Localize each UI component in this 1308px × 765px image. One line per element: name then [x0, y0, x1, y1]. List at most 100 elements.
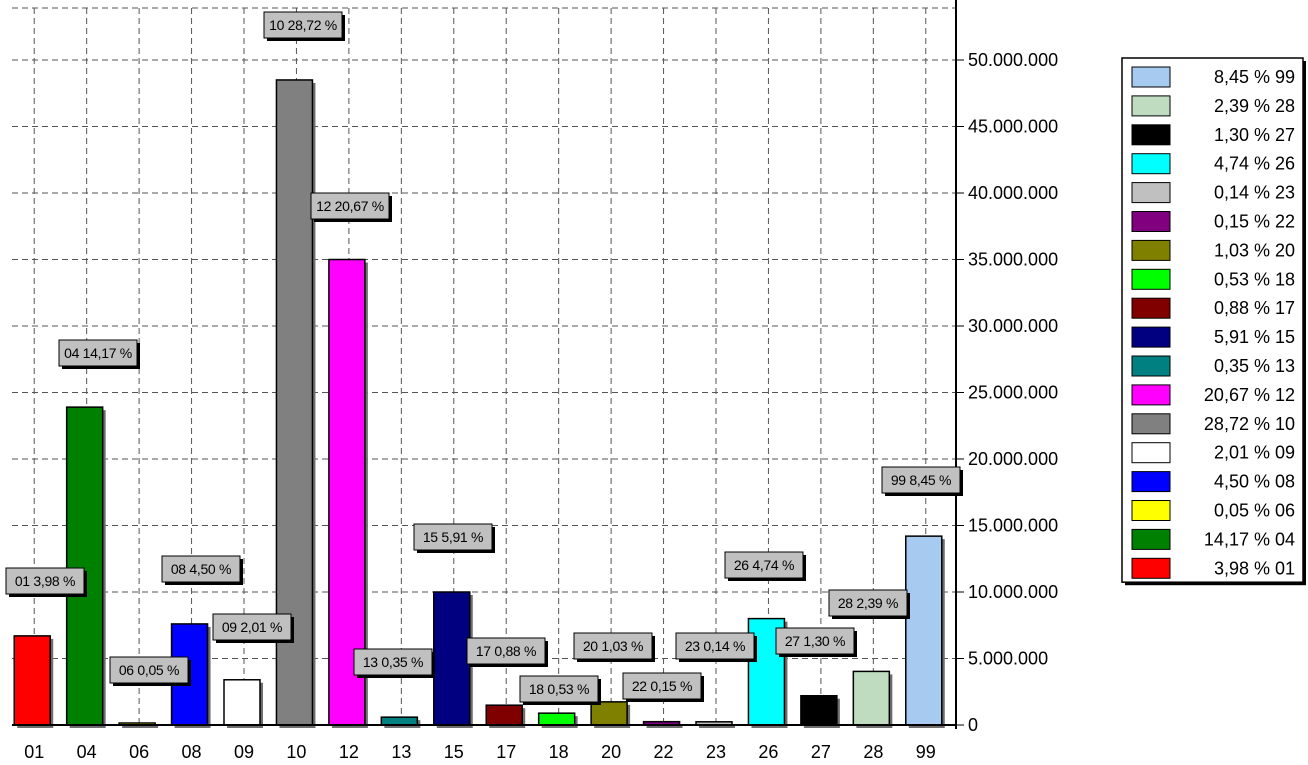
data-label-text: 23 0,14 % [685, 638, 745, 654]
data-label-text: 08 4,50 % [171, 561, 231, 577]
x-tick-label: 10 [286, 742, 306, 762]
bar-18 [537, 712, 576, 726]
legend-item: 2,01 % 09 [1131, 442, 1295, 464]
data-label-text: 99 8,45 % [891, 472, 951, 488]
legend-label: 0,05 % 06 [1214, 501, 1295, 521]
data-label-text: 17 0,88 % [476, 643, 536, 659]
legend-label: 14,17 % 04 [1204, 529, 1295, 549]
legend-swatch [1131, 66, 1171, 88]
data-label-text: 18 0,53 % [529, 681, 589, 697]
legend-swatch [1131, 384, 1171, 406]
data-label-01: 01 3,98 % [5, 567, 87, 597]
data-label-17: 17 0,88 % [466, 637, 548, 667]
legend-label: 28,72 % 10 [1204, 414, 1295, 434]
legend-label: 0,15 % 22 [1214, 212, 1295, 232]
bar-04 [65, 406, 104, 726]
legend-item: 14,17 % 04 [1131, 528, 1295, 550]
legend-item: 28,72 % 10 [1131, 413, 1295, 435]
x-tick-label: 13 [391, 742, 411, 762]
y-tick-label: 25.000.000 [968, 383, 1058, 403]
x-tick-label: 08 [182, 742, 202, 762]
legend-swatch [1131, 500, 1171, 521]
x-tick-label: 15 [444, 742, 464, 762]
data-label-20: 20 1,03 % [573, 632, 655, 662]
legend-item: 0,35 % 13 [1131, 355, 1295, 377]
bar-shadow [646, 724, 683, 728]
legend-swatch [1131, 326, 1171, 348]
data-label-12: 12 20,67 % [310, 192, 392, 222]
bar-13 [380, 716, 419, 726]
data-label-06: 06 0,05 % [109, 656, 191, 686]
legend-item: 20,67 % 12 [1131, 384, 1295, 406]
legend-item: 5,91 % 15 [1131, 326, 1295, 348]
data-label-text: 26 4,74 % [734, 557, 794, 573]
legend-swatch [1131, 355, 1171, 377]
bar-01 [13, 635, 51, 726]
bar-20 [590, 701, 628, 726]
legend-swatch [1131, 471, 1171, 493]
legend-label: 2,01 % 09 [1214, 443, 1295, 463]
legend-item: 0,14 % 23 [1131, 182, 1295, 204]
legend-item: 1,30 % 27 [1131, 124, 1295, 146]
y-tick-label: 45.000.000 [968, 117, 1058, 137]
legend-label: 20,67 % 12 [1204, 385, 1295, 405]
y-tick-label: 50.000.000 [968, 50, 1058, 70]
x-tick-label: 26 [758, 742, 778, 762]
data-label-27: 27 1,30 % [775, 627, 857, 657]
data-label-text: 22 0,15 % [632, 678, 692, 694]
x-tick-label: 06 [129, 742, 149, 762]
x-tick-label: 27 [811, 742, 831, 762]
legend-item: 0,88 % 17 [1131, 297, 1295, 319]
data-label-23: 23 0,14 % [675, 632, 757, 662]
data-label-15: 15 5,91 % [413, 523, 495, 553]
data-label-text: 20 1,03 % [583, 638, 643, 654]
data-label-text: 06 0,05 % [119, 662, 179, 678]
bar-09 [223, 679, 261, 726]
bar-99 [905, 535, 943, 726]
data-label-18: 18 0,53 % [519, 675, 601, 705]
legend-swatch [1131, 413, 1171, 435]
x-tick-label: 99 [916, 742, 936, 762]
y-tick-label: 20.000.000 [968, 449, 1058, 469]
legend-swatch [1131, 239, 1171, 261]
x-tick-label: 17 [496, 742, 516, 762]
x-tick-label: 01 [24, 742, 44, 762]
legend-swatch [1131, 297, 1171, 319]
y-tick-label: 30.000.000 [968, 316, 1058, 336]
bar-17 [485, 704, 523, 726]
y-tick-label: 0 [968, 715, 978, 735]
bar-28 [852, 670, 891, 726]
legend-swatch [1131, 528, 1171, 550]
legend-item: 1,03 % 20 [1131, 239, 1295, 261]
legend-item: 4,50 % 08 [1131, 471, 1295, 493]
legend-label: 4,74 % 26 [1214, 154, 1295, 174]
data-label-text: 28 2,39 % [838, 595, 898, 611]
legend-item: 0,05 % 06 [1131, 500, 1295, 521]
x-tick-label: 04 [77, 742, 97, 762]
data-labels: 01 3,98 % 04 14,17 % 06 0,05 % 08 4,50 % 09 … [5, 11, 963, 705]
legend-label: 1,03 % 20 [1214, 240, 1295, 260]
legend-item: 0,15 % 22 [1131, 211, 1295, 232]
data-label-28: 28 2,39 % [828, 589, 910, 619]
data-label-text: 12 20,67 % [316, 198, 384, 214]
legend-item: 8,45 % 99 [1131, 66, 1295, 88]
legend-item: 0,53 % 18 [1131, 268, 1295, 290]
legend-label: 5,91 % 15 [1214, 327, 1295, 347]
data-label-04: 04 14,17 % [58, 339, 140, 369]
legend-label: 4,50 % 08 [1214, 472, 1295, 492]
legend-label: 0,35 % 13 [1214, 356, 1295, 376]
legend-label: 1,30 % 27 [1214, 125, 1295, 145]
legend-label: 0,14 % 23 [1214, 183, 1295, 203]
legend-item: 3,98 % 01 [1131, 557, 1295, 579]
legend-label: 2,39 % 28 [1214, 96, 1295, 116]
data-label-09: 09 2,01 % [212, 613, 294, 643]
legend-swatch [1131, 124, 1171, 146]
data-label-text: 13 0,35 % [363, 654, 423, 670]
legend-item: 2,39 % 28 [1131, 95, 1295, 117]
bar-15 [433, 591, 471, 726]
x-tick-label: 28 [863, 742, 883, 762]
legend-swatch [1131, 95, 1171, 117]
grid [12, 7, 956, 725]
data-label-26: 26 4,74 % [724, 551, 806, 581]
